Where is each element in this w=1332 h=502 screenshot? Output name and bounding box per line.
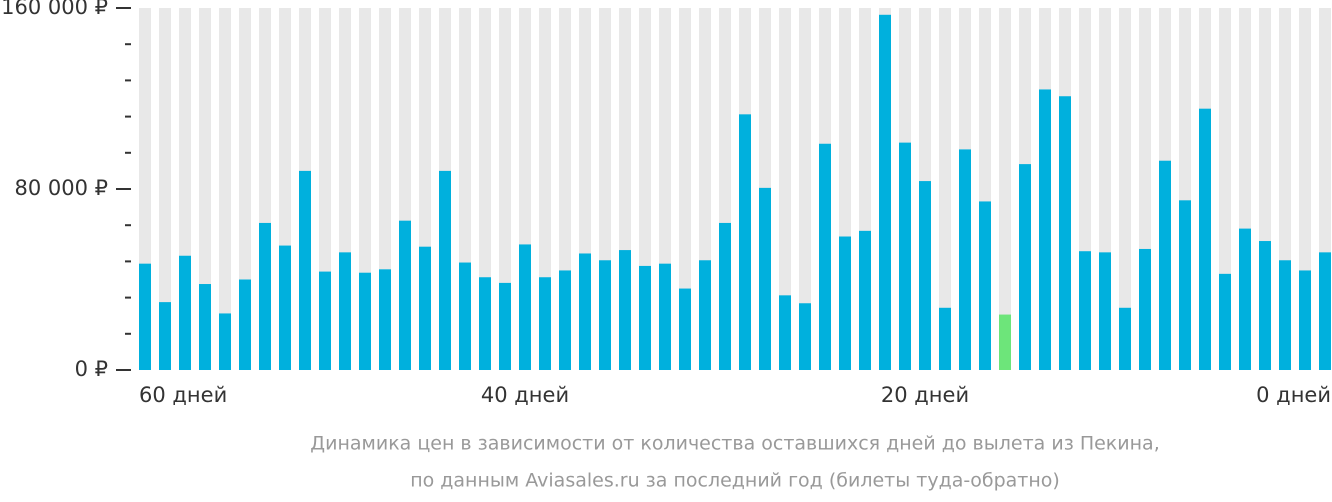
bar xyxy=(259,222,271,370)
bar xyxy=(159,302,171,370)
bar xyxy=(1239,228,1251,370)
caption: Динамика цен в зависимости от количества… xyxy=(310,433,1160,455)
bar xyxy=(1179,200,1191,370)
bar xyxy=(1119,307,1131,370)
bar xyxy=(359,272,371,370)
bar xyxy=(139,263,151,370)
bar xyxy=(899,142,911,370)
bar xyxy=(719,222,731,370)
bar xyxy=(979,201,991,370)
bar-background xyxy=(779,8,791,370)
y-tick-label: 80 000 ₽ xyxy=(14,176,108,200)
bar-background xyxy=(999,8,1011,370)
bar-background xyxy=(199,8,211,370)
bar xyxy=(639,265,651,370)
bar xyxy=(379,269,391,370)
y-tick-label: 160 000 ₽ xyxy=(1,0,108,19)
bar xyxy=(1139,248,1151,370)
bar xyxy=(839,236,851,370)
bar xyxy=(779,295,791,370)
bar xyxy=(339,252,351,370)
bar-background xyxy=(799,8,811,370)
bar xyxy=(199,284,211,370)
bar xyxy=(1199,108,1211,371)
bar xyxy=(559,270,571,370)
bar xyxy=(799,303,811,370)
bar xyxy=(499,282,511,370)
bar xyxy=(279,245,291,370)
x-tick-label: 20 дней xyxy=(881,383,969,407)
bar xyxy=(219,313,231,370)
bar xyxy=(299,170,311,370)
bar-background xyxy=(499,8,511,370)
bar-background xyxy=(939,8,951,370)
bar xyxy=(739,114,751,371)
bar xyxy=(919,181,931,370)
bar xyxy=(879,14,891,370)
bar xyxy=(1059,96,1071,371)
bar xyxy=(1299,270,1311,370)
bar xyxy=(959,149,971,370)
bar xyxy=(439,170,451,370)
bar xyxy=(1319,252,1331,370)
bar xyxy=(999,314,1011,370)
bar xyxy=(819,143,831,370)
bar xyxy=(459,262,471,370)
bar-background xyxy=(1119,8,1131,370)
bar xyxy=(539,277,551,370)
bar xyxy=(659,263,671,370)
bar xyxy=(239,279,251,370)
bar xyxy=(399,220,411,370)
bar xyxy=(1259,241,1271,370)
bar xyxy=(419,246,431,370)
bar-background xyxy=(159,8,171,370)
bar xyxy=(1019,164,1031,370)
y-tick-label: 0 ₽ xyxy=(75,357,108,381)
bar xyxy=(1219,273,1231,370)
bar xyxy=(1279,260,1291,370)
x-tick-label: 40 дней xyxy=(481,383,569,407)
bar xyxy=(759,187,771,370)
bar xyxy=(519,244,531,370)
bar xyxy=(1079,251,1091,370)
x-tick-label: 0 дней xyxy=(1256,383,1331,407)
bar xyxy=(859,230,871,370)
x-tick-label: 60 дней xyxy=(139,383,227,407)
bar xyxy=(179,255,191,370)
bar xyxy=(579,253,591,370)
bar xyxy=(939,307,951,370)
bar-background xyxy=(219,8,231,370)
bar xyxy=(619,250,631,370)
bar xyxy=(479,277,491,370)
bar-background xyxy=(679,8,691,370)
bar xyxy=(1039,89,1051,370)
bar xyxy=(1099,252,1111,370)
bar xyxy=(319,271,331,370)
bar xyxy=(699,260,711,370)
bar xyxy=(1159,160,1171,370)
bar xyxy=(679,288,691,370)
bar xyxy=(599,260,611,370)
caption: по данным Aviasales.ru за последний год … xyxy=(410,470,1060,492)
